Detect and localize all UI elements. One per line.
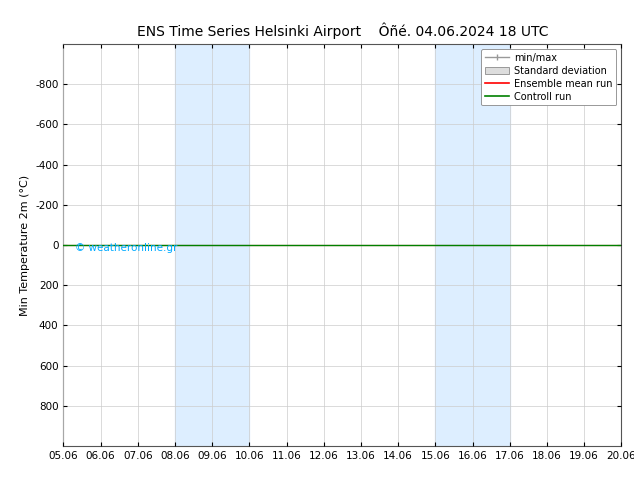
- Text: © weatheronline.gr: © weatheronline.gr: [75, 243, 177, 253]
- Bar: [175, 44, 249, 446]
- Y-axis label: Min Temperature 2m (°C): Min Temperature 2m (°C): [20, 174, 30, 316]
- Title: ENS Time Series Helsinki Airport    Ôñé. 04.06.2024 18 UTC: ENS Time Series Helsinki Airport Ôñé. 04…: [136, 22, 548, 39]
- Legend: min/max, Standard deviation, Ensemble mean run, Controll run: min/max, Standard deviation, Ensemble me…: [481, 49, 616, 105]
- Bar: [436, 44, 510, 446]
